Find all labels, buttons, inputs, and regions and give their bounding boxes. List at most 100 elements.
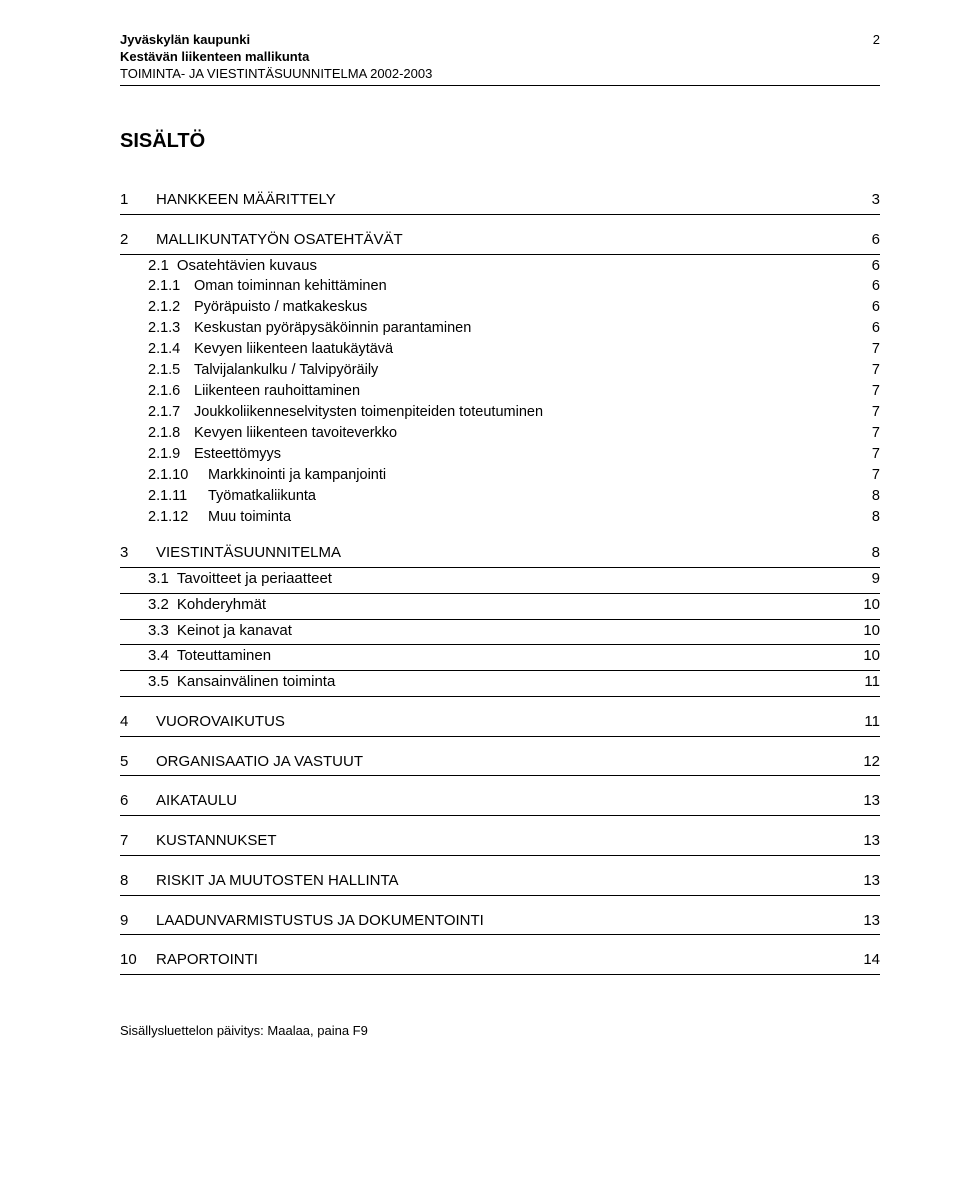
toc-entry: 10RAPORTOINTI14 [120, 949, 880, 971]
toc-entry-label: Keinot ja kanavat [169, 620, 851, 642]
toc-entry-number: 2.1.7 [120, 402, 186, 423]
toc-entry: 2.1.7Joukkoliikenneselvitysten toimenpit… [120, 402, 880, 423]
toc-entry: 2.1.5Talvijalankulku / Talvipyöräily7 [120, 360, 880, 381]
toc-entry-number: 2.1.11 [120, 486, 200, 507]
toc-entry-label: Kevyen liikenteen laatukäytävä [186, 339, 852, 360]
toc-entry-number: 2.1.4 [120, 339, 186, 360]
header-org: Jyväskylän kaupunki [120, 32, 853, 47]
toc-entry-number: 8 [120, 870, 148, 892]
toc-entry-label: Oman toiminnan kehittäminen [186, 276, 852, 297]
toc-entry-page: 6 [852, 276, 880, 297]
toc-entry: 2.1.1Oman toiminnan kehittäminen6 [120, 276, 880, 297]
toc-entry-label: RAPORTOINTI [148, 949, 851, 971]
toc-entry-page: 6 [852, 255, 880, 277]
toc-entry-label: Kohderyhmät [169, 594, 851, 616]
toc-entry-number: 2.1.1 [120, 276, 186, 297]
toc-entry-number: 10 [120, 949, 148, 971]
toc-entry-label: Tavoitteet ja periaatteet [169, 568, 852, 590]
toc-entry-label: Toteuttaminen [169, 645, 851, 667]
toc-entry: 9LAADUNVARMISTUSTUS JA DOKUMENTOINTI13 [120, 910, 880, 932]
toc-entry-label: Pyöräpuisto / matkakeskus [186, 297, 852, 318]
toc-entry-label: Työmatkaliikunta [200, 486, 852, 507]
toc-entry: 2.1.6Liikenteen rauhoittaminen7 [120, 381, 880, 402]
toc-entry-label: VUOROVAIKUTUS [148, 711, 852, 733]
toc-entry-label: KUSTANNUKSET [148, 830, 851, 852]
toc-separator [120, 895, 880, 896]
toc-entry: 2.1.2Pyöräpuisto / matkakeskus6 [120, 297, 880, 318]
toc-entry-page: 6 [852, 318, 880, 339]
toc-entry-number: 2.1.3 [120, 318, 186, 339]
toc-entry: 4VUOROVAIKUTUS11 [120, 711, 880, 733]
toc-entry-number: 2.1.2 [120, 297, 186, 318]
toc-entry-label: ORGANISAATIO JA VASTUUT [148, 751, 851, 773]
toc-entry-label: RISKIT JA MUUTOSTEN HALLINTA [148, 870, 851, 892]
toc-entry-label: Osatehtävien kuvaus [169, 255, 852, 277]
page-number: 2 [853, 32, 880, 47]
header-doc-title: TOIMINTA- JA VIESTINTÄSUUNNITELMA 2002-2… [120, 66, 853, 85]
toc-entry-page: 8 [852, 486, 880, 507]
toc-entry-page: 11 [852, 711, 880, 733]
toc-entry-number: 6 [120, 790, 148, 812]
toc-entry-label: AIKATAULU [148, 790, 851, 812]
toc-entry-number: 3.5 [120, 671, 169, 693]
toc-entry-number: 2.1.5 [120, 360, 186, 381]
toc-separator [120, 934, 880, 935]
toc-entry-page: 13 [851, 870, 880, 892]
toc-entry: 3VIESTINTÄSUUNNITELMA8 [120, 542, 880, 564]
toc-separator [120, 974, 880, 975]
header-left-block: Jyväskylän kaupunki Kestävän liikenteen … [120, 32, 853, 85]
toc-entry-page: 14 [851, 949, 880, 971]
toc-entry: 2.1.10Markkinointi ja kampanjointi7 [120, 465, 880, 486]
toc-entry-label: Esteettömyys [186, 444, 852, 465]
toc-entry-label: HANKKEEN MÄÄRITTELY [148, 189, 852, 211]
toc-heading: SISÄLTÖ [120, 130, 880, 153]
header-project: Kestävän liikenteen mallikunta [120, 49, 853, 64]
toc-entry-page: 7 [852, 402, 880, 423]
toc-entry-number: 2.1.12 [120, 507, 200, 528]
toc-entry: 3.3Keinot ja kanavat10 [120, 620, 880, 642]
toc-entry: 2.1.12Muu toiminta8 [120, 507, 880, 528]
toc-entry-number: 1 [120, 189, 148, 211]
page-header: Jyväskylän kaupunki Kestävän liikenteen … [120, 32, 880, 85]
toc-entry-page: 10 [851, 645, 880, 667]
toc-entry-number: 2.1.9 [120, 444, 186, 465]
toc-entry-label: VIESTINTÄSUUNNITELMA [148, 542, 852, 564]
toc-entry: 2.1Osatehtävien kuvaus6 [120, 255, 880, 277]
toc-entry-label: Liikenteen rauhoittaminen [186, 381, 852, 402]
toc-entry-number: 2.1.8 [120, 423, 186, 444]
toc-entry-page: 10 [851, 620, 880, 642]
toc-entry-label: Kansainvälinen toiminta [169, 671, 852, 693]
toc-entry: 2.1.4Kevyen liikenteen laatukäytävä7 [120, 339, 880, 360]
toc-entry-page: 12 [851, 751, 880, 773]
toc-entry-page: 13 [851, 910, 880, 932]
toc-entry-label: Talvijalankulku / Talvipyöräily [186, 360, 852, 381]
toc-entry: 5ORGANISAATIO JA VASTUUT12 [120, 751, 880, 773]
toc-entry-number: 2.1 [120, 255, 169, 277]
toc-entry-number: 3 [120, 542, 148, 564]
toc-entry-page: 11 [852, 671, 880, 693]
toc-entry-page: 13 [851, 790, 880, 812]
toc-entry-page: 8 [852, 507, 880, 528]
toc-entry-page: 7 [852, 444, 880, 465]
toc-entry: 6AIKATAULU13 [120, 790, 880, 812]
toc-entry-label: Kevyen liikenteen tavoiteverkko [186, 423, 852, 444]
toc-entry: 2.1.11Työmatkaliikunta8 [120, 486, 880, 507]
toc-entry: 2.1.3Keskustan pyöräpysäköinnin parantam… [120, 318, 880, 339]
toc-separator [120, 775, 880, 776]
toc-entry-page: 3 [852, 189, 880, 211]
toc-entry-label: Joukkoliikenneselvitysten toimenpiteiden… [186, 402, 852, 423]
toc-entry-page: 6 [852, 297, 880, 318]
toc-entry-page: 7 [852, 423, 880, 444]
toc-entry-number: 3.4 [120, 645, 169, 667]
toc-entry: 8RISKIT JA MUUTOSTEN HALLINTA13 [120, 870, 880, 892]
toc-entry-page: 13 [851, 830, 880, 852]
footer-note: Sisällysluettelon päivitys: Maalaa, pain… [120, 1023, 880, 1038]
toc-entry-number: 5 [120, 751, 148, 773]
toc-entry: 2MALLIKUNTATYÖN OSATEHTÄVÄT6 [120, 229, 880, 251]
toc-entry-label: Markkinointi ja kampanjointi [200, 465, 852, 486]
toc-entry: 3.1Tavoitteet ja periaatteet9 [120, 568, 880, 590]
toc-separator [120, 696, 880, 697]
toc-entry: 7KUSTANNUKSET13 [120, 830, 880, 852]
toc-entry: 1HANKKEEN MÄÄRITTELY3 [120, 189, 880, 211]
toc-entry-label: MALLIKUNTATYÖN OSATEHTÄVÄT [148, 229, 852, 251]
